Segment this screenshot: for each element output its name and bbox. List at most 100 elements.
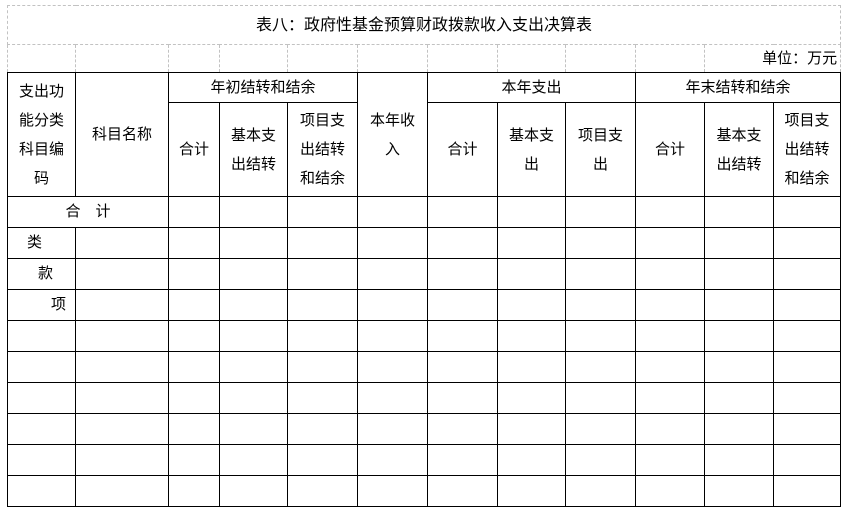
table-cell[interactable]	[357, 227, 428, 259]
table-cell[interactable]	[497, 227, 566, 259]
table-cell[interactable]	[168, 320, 220, 352]
table-cell[interactable]	[565, 196, 636, 228]
table-cell[interactable]	[75, 475, 169, 507]
table-cell[interactable]	[704, 475, 774, 507]
table-cell[interactable]	[75, 258, 169, 290]
table-cell[interactable]	[219, 382, 288, 414]
table-cell[interactable]	[357, 196, 428, 228]
table-cell[interactable]	[772, 258, 842, 290]
table-cell[interactable]	[772, 444, 842, 476]
table-cell[interactable]	[219, 320, 288, 352]
table-cell[interactable]	[427, 320, 498, 352]
table-cell[interactable]	[635, 258, 705, 290]
table-cell[interactable]	[357, 413, 428, 445]
table-cell[interactable]	[219, 196, 288, 228]
table-cell[interactable]	[219, 258, 288, 290]
table-cell[interactable]	[168, 413, 220, 445]
table-cell[interactable]	[772, 475, 842, 507]
table-cell[interactable]	[168, 351, 220, 383]
table-cell[interactable]	[357, 258, 428, 290]
table-cell[interactable]	[772, 196, 842, 228]
table-cell[interactable]	[635, 351, 705, 383]
table-cell[interactable]	[287, 382, 358, 414]
table-cell[interactable]	[7, 413, 76, 445]
table-cell[interactable]	[565, 258, 636, 290]
table-cell[interactable]	[635, 227, 705, 259]
table-cell[interactable]	[427, 258, 498, 290]
table-cell[interactable]	[497, 289, 566, 321]
table-cell[interactable]	[168, 382, 220, 414]
table-cell[interactable]	[497, 382, 566, 414]
table-cell[interactable]	[565, 475, 636, 507]
table-cell[interactable]	[7, 320, 76, 352]
table-cell[interactable]	[219, 413, 288, 445]
table-cell[interactable]	[357, 444, 428, 476]
table-cell[interactable]	[427, 227, 498, 259]
table-cell[interactable]	[772, 351, 842, 383]
table-cell[interactable]	[635, 413, 705, 445]
table-cell[interactable]	[772, 320, 842, 352]
table-cell[interactable]	[427, 351, 498, 383]
table-cell[interactable]	[219, 475, 288, 507]
table-cell[interactable]	[287, 227, 358, 259]
table-cell[interactable]	[219, 289, 288, 321]
table-cell[interactable]	[427, 382, 498, 414]
table-cell[interactable]	[75, 351, 169, 383]
table-cell[interactable]	[704, 289, 774, 321]
table-cell[interactable]	[704, 382, 774, 414]
table-cell[interactable]	[427, 196, 498, 228]
table-cell[interactable]	[427, 444, 498, 476]
table-cell[interactable]	[219, 351, 288, 383]
table-cell[interactable]	[219, 444, 288, 476]
table-cell[interactable]	[168, 289, 220, 321]
table-cell[interactable]	[219, 227, 288, 259]
table-cell[interactable]	[75, 444, 169, 476]
table-cell[interactable]	[704, 227, 774, 259]
table-cell[interactable]	[635, 320, 705, 352]
table-cell[interactable]	[427, 475, 498, 507]
table-cell[interactable]	[704, 413, 774, 445]
table-cell[interactable]	[75, 320, 169, 352]
table-cell[interactable]	[772, 413, 842, 445]
table-cell[interactable]	[565, 413, 636, 445]
table-cell[interactable]	[287, 413, 358, 445]
table-cell[interactable]	[168, 258, 220, 290]
table-cell[interactable]	[497, 351, 566, 383]
table-cell[interactable]	[704, 351, 774, 383]
table-cell[interactable]	[704, 444, 774, 476]
table-cell[interactable]	[7, 475, 76, 507]
table-cell[interactable]	[635, 444, 705, 476]
table-cell[interactable]	[287, 351, 358, 383]
table-cell[interactable]	[772, 382, 842, 414]
table-cell[interactable]	[287, 196, 358, 228]
table-cell[interactable]	[704, 320, 774, 352]
table-cell[interactable]	[565, 351, 636, 383]
table-cell[interactable]	[168, 444, 220, 476]
table-cell[interactable]	[772, 227, 842, 259]
table-cell[interactable]	[427, 289, 498, 321]
table-cell[interactable]	[565, 227, 636, 259]
table-cell[interactable]	[497, 258, 566, 290]
table-cell[interactable]	[168, 475, 220, 507]
table-cell[interactable]	[75, 382, 169, 414]
table-cell[interactable]	[357, 475, 428, 507]
table-cell[interactable]	[635, 382, 705, 414]
table-cell[interactable]	[704, 196, 774, 228]
table-cell[interactable]	[287, 320, 358, 352]
table-cell[interactable]	[357, 382, 428, 414]
table-cell[interactable]	[168, 227, 220, 259]
table-cell[interactable]	[497, 320, 566, 352]
table-cell[interactable]	[497, 196, 566, 228]
table-cell[interactable]	[7, 351, 76, 383]
table-cell[interactable]	[7, 444, 76, 476]
table-cell[interactable]	[704, 258, 774, 290]
table-cell[interactable]	[357, 289, 428, 321]
table-cell[interactable]	[497, 475, 566, 507]
table-cell[interactable]	[168, 196, 220, 228]
table-cell[interactable]	[287, 475, 358, 507]
table-cell[interactable]	[565, 289, 636, 321]
table-cell[interactable]	[75, 413, 169, 445]
table-cell[interactable]	[287, 444, 358, 476]
table-cell[interactable]	[287, 289, 358, 321]
table-cell[interactable]	[565, 444, 636, 476]
